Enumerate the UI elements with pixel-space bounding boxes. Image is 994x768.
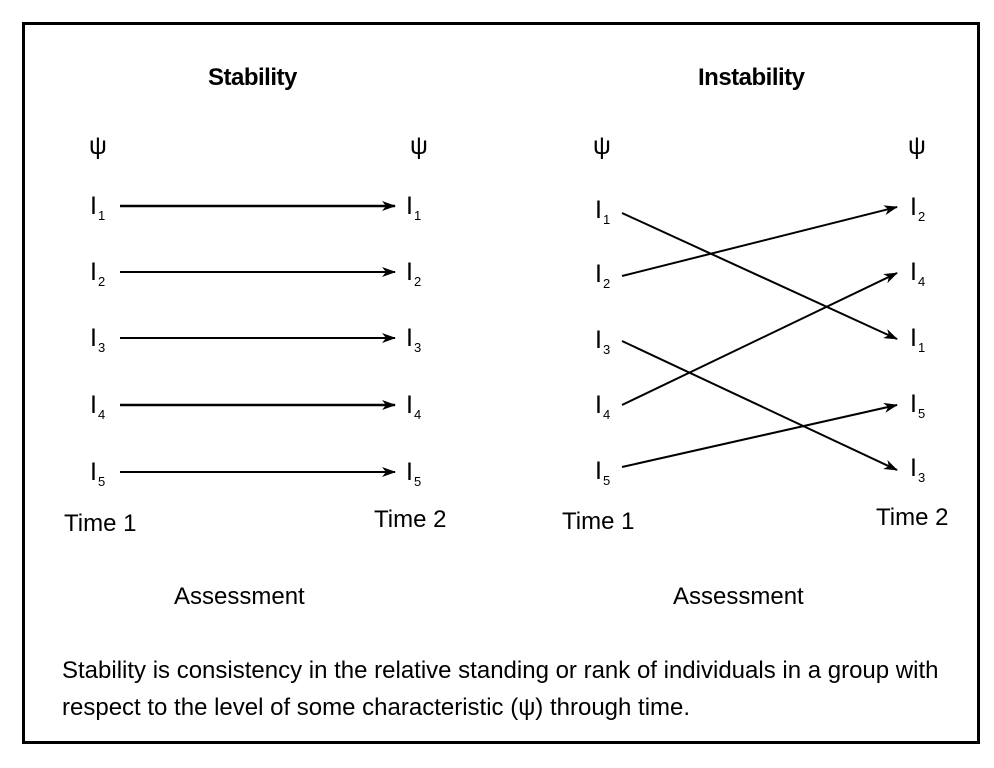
instability-left-node-4: I4	[595, 391, 611, 422]
figure-caption: Stability is consistency in the relative…	[62, 657, 939, 721]
stability-right-node-1: I1	[406, 192, 422, 223]
stability-psi-right: ψ	[410, 132, 428, 160]
instability-left-node-1: I1	[595, 196, 611, 227]
stability-right-node-4: I4	[406, 391, 422, 422]
instability-right-node-2: I4	[910, 258, 926, 289]
instability-assessment-label: Assessment	[673, 583, 804, 610]
stability-psi-left: ψ	[89, 132, 107, 160]
stability-time1-label: Time 1	[64, 510, 137, 537]
figure-frame	[22, 22, 980, 744]
stability-assessment-label: Assessment	[174, 583, 305, 610]
instability-arrow-i5-to-pos4	[621, 402, 898, 468]
instability-time2-label: Time 2	[876, 504, 949, 531]
instability-right-node-4: I5	[910, 390, 926, 421]
stability-time2-label: Time 2	[374, 506, 447, 533]
stability-right-node-2: I2	[406, 258, 422, 289]
instability-left-node-3: I3	[595, 326, 611, 357]
instability-time1-label: Time 1	[562, 508, 635, 535]
stability-left-node-3: I3	[90, 324, 106, 355]
instability-left-node-2: I2	[595, 260, 611, 291]
instability-arrow-i3-to-pos5	[621, 340, 898, 471]
instability-right-node-1: I2	[910, 193, 926, 224]
stability-right-node-5: I5	[406, 458, 422, 489]
stability-left-node-1: I1	[90, 192, 106, 223]
instability-right-node-3: I1	[910, 324, 926, 355]
instability-arrow-i1-to-pos3	[621, 212, 898, 340]
instability-psi-right: ψ	[908, 132, 926, 160]
instability-title: Instability	[698, 64, 805, 91]
instability-right-node-5: I3	[910, 454, 926, 485]
stability-left-node-5: I5	[90, 458, 106, 489]
stability-left-node-4: I4	[90, 391, 106, 422]
instability-arrow-i2-to-pos1	[621, 205, 898, 277]
instability-arrow-i4-to-pos2	[621, 272, 898, 406]
instability-psi-left: ψ	[593, 132, 611, 160]
stability-right-node-3: I3	[406, 324, 422, 355]
stability-title: Stability	[208, 64, 297, 91]
instability-left-node-5: I5	[595, 457, 611, 488]
stability-left-node-2: I2	[90, 258, 106, 289]
